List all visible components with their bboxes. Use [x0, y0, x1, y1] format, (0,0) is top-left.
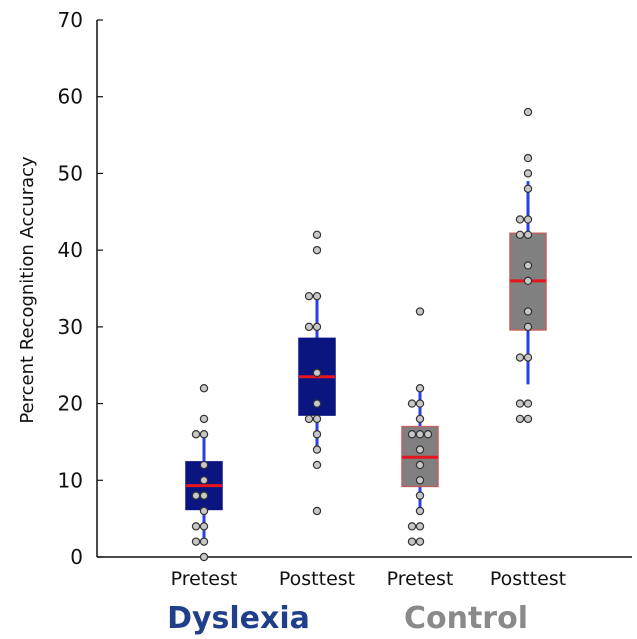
y-axis-label: Percent Recognition Accuracy: [17, 156, 38, 424]
data-points: [191, 107, 533, 562]
y-tick-label: 60: [58, 85, 83, 109]
data-point: [199, 476, 209, 485]
data-point: [523, 261, 533, 270]
data-point: [407, 522, 417, 531]
data-point: [199, 491, 209, 500]
data-point: [523, 399, 533, 408]
category-label: Pretest: [387, 568, 454, 590]
data-point: [191, 537, 201, 546]
data-point: [312, 245, 322, 255]
data-point: [523, 184, 533, 193]
data-point: [199, 506, 209, 516]
data-point: [304, 322, 314, 332]
data-point: [199, 460, 209, 470]
data-point: [312, 230, 322, 239]
data-point: [515, 414, 525, 424]
category-labels: Pretest Posttest Pretest Posttest: [171, 568, 566, 590]
data-point: [415, 430, 425, 439]
data-point: [515, 353, 525, 362]
data-point: [523, 322, 533, 332]
data-point: [415, 506, 425, 516]
group-labels: Dyslexia Control: [167, 601, 528, 636]
data-point: [407, 430, 417, 439]
data-point: [415, 491, 425, 500]
data-point: [312, 445, 322, 454]
data-point: [191, 522, 201, 531]
data-point: [523, 107, 533, 117]
y-tick-label: 0: [70, 545, 83, 569]
data-point: [304, 291, 314, 301]
data-point: [515, 230, 525, 239]
data-point: [415, 307, 425, 316]
data-point: [515, 215, 525, 224]
y-tick-label: 40: [58, 238, 83, 262]
data-point: [415, 445, 425, 454]
data-point: [415, 537, 425, 546]
group-label-control: Control: [404, 601, 528, 636]
data-point: [415, 384, 425, 393]
category-label: Pretest: [171, 568, 238, 590]
y-tick-label: 70: [58, 8, 83, 32]
data-point: [423, 430, 433, 439]
data-point: [415, 414, 425, 424]
data-point: [523, 215, 533, 224]
data-point: [523, 169, 533, 178]
data-point: [523, 153, 533, 163]
data-point: [312, 506, 322, 516]
data-point: [523, 276, 533, 286]
data-point: [415, 476, 425, 485]
data-point: [312, 322, 322, 332]
data-point: [199, 430, 209, 439]
data-point: [312, 460, 322, 470]
axes: 0 10 20 30 40 50 60 70: [58, 8, 632, 569]
data-point: [191, 430, 201, 439]
data-point: [304, 414, 314, 424]
data-point: [312, 291, 322, 301]
data-point: [523, 230, 533, 239]
data-point: [312, 399, 322, 408]
boxes: [185, 181, 547, 542]
data-point: [515, 399, 525, 408]
data-point: [312, 368, 322, 378]
y-tick-label: 10: [58, 468, 83, 492]
y-tick-label: 30: [58, 315, 83, 339]
data-point: [191, 491, 201, 500]
data-point: [312, 430, 322, 439]
data-point: [407, 399, 417, 408]
data-point: [199, 522, 209, 531]
group-label-dyslexia: Dyslexia: [167, 601, 310, 636]
data-point: [199, 537, 209, 546]
y-tick-label: 50: [58, 161, 83, 185]
category-label: Posttest: [279, 568, 355, 590]
data-point: [523, 353, 533, 362]
category-label: Posttest: [490, 568, 566, 590]
data-point: [415, 522, 425, 531]
data-point: [407, 537, 417, 546]
y-tick-label: 20: [58, 392, 83, 416]
data-point: [199, 414, 209, 424]
data-point: [415, 460, 425, 470]
data-point: [199, 552, 209, 562]
data-point: [415, 399, 425, 408]
data-point: [199, 384, 209, 393]
data-point: [312, 414, 322, 424]
data-point: [523, 414, 533, 424]
data-point: [523, 307, 533, 316]
